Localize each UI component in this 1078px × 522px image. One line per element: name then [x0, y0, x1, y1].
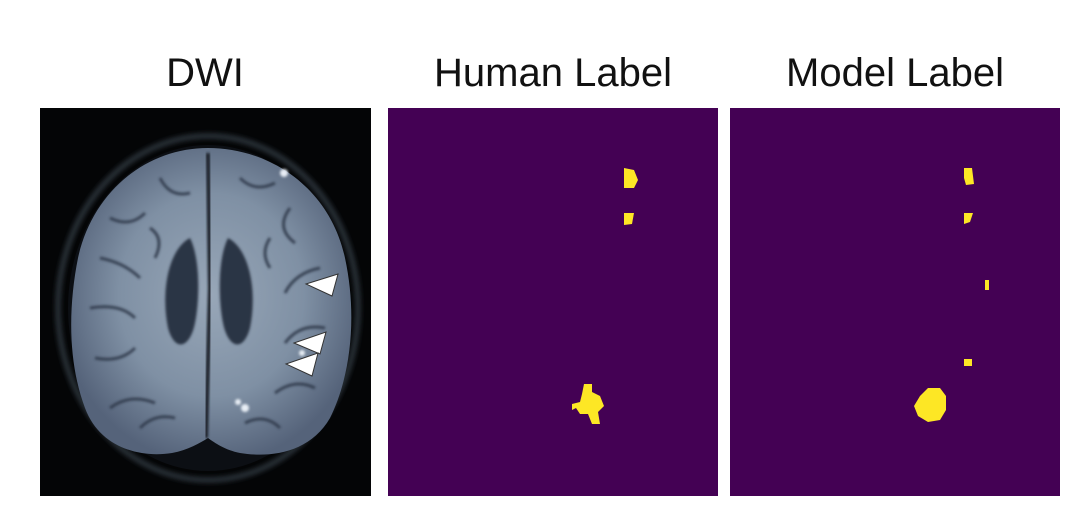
human-label-panel: [388, 108, 718, 496]
human-label-mask: [388, 108, 718, 496]
dwi-image-panel: [40, 108, 371, 496]
skull-ring: [55, 133, 361, 483]
left-ventricle: [165, 238, 199, 345]
lesion-blob: [914, 388, 946, 422]
lesion-blob: [964, 213, 973, 224]
arrowhead-marker: [284, 352, 319, 377]
arrowhead-marker: [292, 331, 327, 355]
lesion-blob: [624, 213, 634, 225]
lesion-blob: [964, 168, 974, 185]
midline: [204, 152, 213, 439]
lesion-blob: [964, 359, 972, 366]
lesion-blob: [624, 168, 638, 188]
model-label-mask: [730, 108, 1060, 496]
dwi-brain-image: [40, 108, 371, 496]
model-label-title: Model Label: [786, 51, 1004, 95]
right-ventricle: [219, 238, 253, 345]
dwi-title: DWI: [166, 51, 244, 95]
arrowhead-marker: [304, 273, 339, 297]
human-label-title: Human Label: [434, 51, 672, 95]
lesion-blob: [572, 384, 604, 424]
model-label-panel: [730, 108, 1060, 496]
lesion-blob: [985, 280, 989, 290]
